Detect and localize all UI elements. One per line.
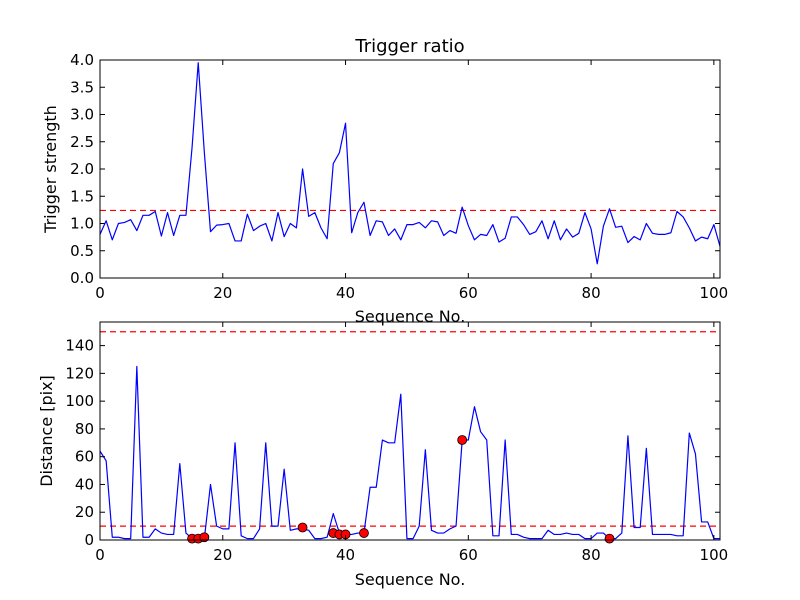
bottom-y-axis-label: Distance [pix] (37, 375, 56, 487)
bottom-axes-frame (99, 321, 721, 541)
distance-chart: 0 20 40 60 80 100 0 20 40 60 80 100 120 140 Sequence … (37, 321, 729, 589)
bottom-y-tick-label: 40 (75, 475, 94, 493)
bottom-y-tick-label: 100 (65, 392, 94, 410)
top-y-tick-label: 2.5 (70, 133, 94, 151)
bottom-y-tick-label: 20 (75, 503, 94, 521)
top-y-tick-label: 3.5 (70, 78, 94, 96)
top-y-tick-label: 1.5 (70, 187, 94, 205)
top-y-tick-label: 0.5 (70, 242, 94, 260)
trigger-plot-area: 0 20 40 60 80 100 0.0 0.5 1.0 1.5 2.0 2.5 3.0 3.5 4.0 (70, 51, 728, 302)
top-y-tick-label: 3.0 (70, 106, 94, 124)
bottom-x-tick-label: 20 (213, 546, 232, 564)
top-x-tick-label: 80 (582, 284, 601, 302)
top-y-tick-label: 1.0 (70, 215, 94, 233)
bottom-x-tick-label: 100 (700, 546, 729, 564)
top-y-tick-label: 4.0 (70, 51, 94, 69)
top-x-tick-label: 40 (336, 284, 355, 302)
bottom-y-tick-label: 80 (75, 420, 94, 438)
bottom-y-tick-label: 0 (84, 531, 94, 549)
bottom-x-tick-label: 0 (95, 546, 105, 564)
bottom-y-tick-label: 140 (65, 337, 94, 355)
distance-plot-area: 0 20 40 60 80 100 0 20 40 60 80 100 120 140 (65, 321, 729, 564)
top-y-tick-label: 0.0 (70, 269, 94, 287)
bottom-y-tick-label: 120 (65, 364, 94, 382)
top-series-line (99, 62, 721, 265)
top-x-tick-label: 0 (95, 284, 105, 302)
top-y-tick-label: 2.0 (70, 160, 94, 178)
bottom-marker-point (604, 533, 615, 544)
bottom-y-tick-label: 60 (75, 448, 94, 466)
top-x-tick-label: 100 (700, 284, 729, 302)
top-x-axis-label: Sequence No. (355, 307, 466, 326)
bottom-marker-point (199, 532, 210, 543)
bottom-x-tick-label: 80 (582, 546, 601, 564)
top-y-axis-label: Trigger strength (41, 105, 60, 234)
top-x-tick-label: 60 (459, 284, 478, 302)
bottom-marker-point (297, 522, 308, 533)
bottom-marker-point (359, 528, 369, 538)
top-x-tick-label: 20 (213, 284, 232, 302)
bottom-x-tick-label: 40 (336, 546, 355, 564)
chart-title: Trigger ratio (354, 36, 464, 57)
bottom-marker-point (457, 435, 468, 445)
trigger-ratio-chart: Trigger ratio 0 20 40 60 80 100 0.0 0.5 1.0 1.5 2.… (41, 36, 728, 302)
bottom-x-tick-label: 60 (459, 546, 478, 564)
bottom-x-axis-label: Sequence No. (355, 570, 466, 589)
